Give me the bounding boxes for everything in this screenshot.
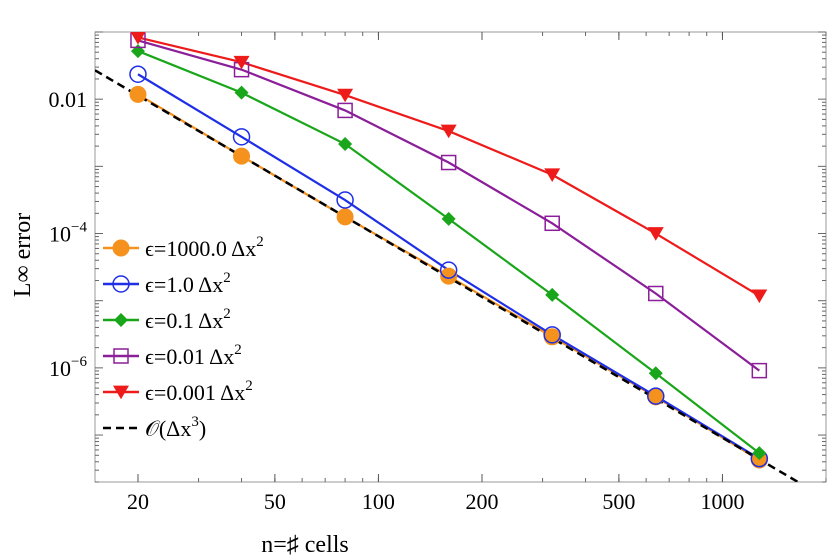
data-point-s3 — [544, 215, 560, 232]
data-point-s4 — [440, 124, 457, 139]
data-point-s4 — [544, 168, 561, 182]
x-tick-label: 50 — [264, 489, 286, 514]
legend-exponent: 2 — [234, 342, 242, 358]
series-line-3 — [137, 39, 760, 372]
data-point-s2 — [234, 85, 249, 100]
data-point-s2 — [338, 137, 353, 152]
legend-marker-0 — [112, 239, 130, 257]
x-tick-label: 20 — [127, 489, 149, 514]
data-point-s1 — [543, 326, 561, 344]
data-point-s3 — [440, 154, 457, 171]
legend-label-2: ϵ=0.1 Δx2 — [145, 306, 231, 333]
data-point-s1 — [232, 128, 251, 146]
data-point-s3 — [337, 102, 353, 119]
legend-label-4: ϵ=0.001 Δx2 — [145, 378, 253, 405]
x-tick-label: 500 — [602, 489, 635, 514]
legend-suffix: ) — [199, 416, 206, 441]
y-tick-label: 0.01 — [49, 87, 88, 112]
data-point-s4 — [647, 227, 664, 241]
x-tick-label: 200 — [465, 489, 498, 514]
legend-label-1: ϵ=1.0 Δx2 — [145, 270, 231, 297]
data-point-s1 — [439, 261, 458, 279]
legend-exponent: 2 — [223, 306, 231, 322]
y-tick-exponent: −4 — [71, 220, 87, 236]
data-point-s2 — [752, 446, 767, 461]
series-group — [95, 32, 801, 482]
legend-marker-2 — [114, 313, 128, 327]
y-axis-label: L∞ error — [10, 213, 36, 297]
data-point-s4 — [233, 55, 250, 70]
data-point-s0 — [336, 208, 354, 226]
plot-frame — [94, 31, 827, 483]
data-point-s1 — [336, 191, 354, 209]
legend-exponent: 2 — [223, 270, 231, 286]
x-axis-label: n=♯ cells — [261, 532, 349, 558]
data-point-s3 — [751, 362, 768, 379]
data-point-s1 — [129, 65, 147, 83]
data-point-s4 — [130, 32, 146, 45]
data-point-s0 — [440, 267, 458, 285]
data-point-s2 — [545, 287, 560, 302]
data-point-s0 — [233, 147, 251, 165]
data-point-s4 — [751, 289, 768, 304]
legend-exponent: 3 — [191, 414, 199, 430]
legend-marker-3 — [113, 348, 129, 364]
legend-marker-4 — [113, 385, 129, 400]
legend-label-0: ϵ=1000.0 Δx2 — [145, 234, 264, 261]
x-tick-label: 1000 — [700, 489, 744, 514]
legend-exponent: 2 — [256, 234, 264, 250]
data-point-s4 — [337, 88, 354, 103]
x-tick-label: 100 — [362, 489, 395, 514]
data-point-s0 — [129, 85, 147, 103]
series-line-5 — [95, 69, 801, 482]
data-point-s3 — [648, 285, 664, 302]
legend-exponent: 2 — [245, 378, 253, 394]
data-point-s1 — [647, 387, 665, 405]
legend-label-3: ϵ=0.01 Δx2 — [145, 342, 242, 369]
y-tick-label: 10−4 — [49, 220, 87, 247]
data-point-s2 — [441, 211, 456, 226]
y-tick-exponent: −6 — [71, 354, 87, 370]
data-point-s2 — [648, 366, 663, 381]
legend-marker-1 — [112, 275, 130, 293]
